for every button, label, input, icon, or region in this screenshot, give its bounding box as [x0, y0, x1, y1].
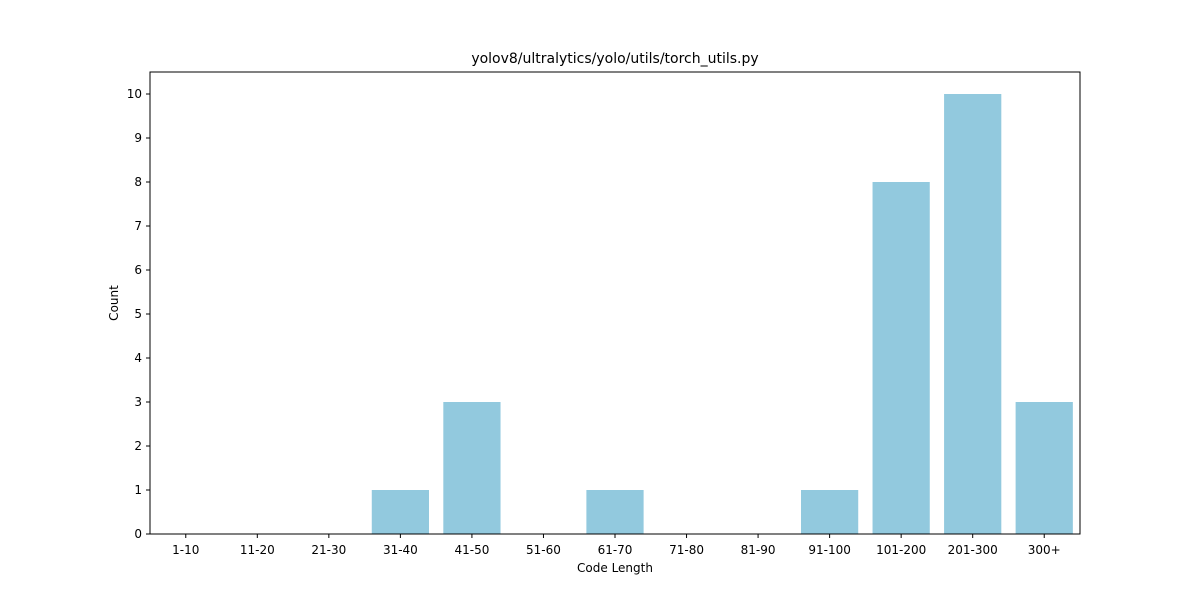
- plot-frame: [149, 71, 1081, 535]
- y-tick-label: 2: [134, 439, 142, 453]
- bars-group: [371, 94, 1073, 534]
- y-tick-label: 8: [134, 175, 142, 189]
- y-tick-label: 0: [134, 527, 142, 541]
- chart-title: yolov8/ultralytics/yolo/utils/torch_util…: [471, 51, 758, 67]
- bar-300+: [1015, 402, 1073, 534]
- y-tick-label: 7: [134, 219, 142, 233]
- y-tick-label: 5: [134, 307, 142, 321]
- x-tick-label: 71-80: [669, 543, 704, 557]
- y-tick-label: 1: [134, 483, 142, 497]
- x-tick-label: 61-70: [598, 543, 633, 557]
- x-tick-label: 101-200: [876, 543, 926, 557]
- bar-91-100: [801, 490, 859, 534]
- x-tick-label: 81-90: [741, 543, 776, 557]
- bar-31-40: [371, 490, 429, 534]
- x-tick-label: 1-10: [172, 543, 199, 557]
- y-tick-label: 10: [127, 87, 142, 101]
- x-tick-label: 51-60: [526, 543, 561, 557]
- y-tick-label: 6: [134, 263, 142, 277]
- x-axis-label: Code Length: [577, 561, 653, 575]
- y-axis: 0 1 2 3 4 5 6 7 8 9 10: [127, 87, 150, 541]
- x-tick-label: 21-30: [311, 543, 346, 557]
- x-tick-label: 91-100: [808, 543, 851, 557]
- y-tick-label: 3: [134, 395, 142, 409]
- bar-61-70: [586, 490, 644, 534]
- x-axis: 1-10 11-20 21-30 31-40 41-50 51-60 61-70 71-80 8…: [172, 534, 1061, 557]
- x-tick-label: 11-20: [240, 543, 275, 557]
- bar-41-50: [443, 402, 501, 534]
- y-tick-label: 9: [134, 131, 142, 145]
- x-tick-label: 31-40: [383, 543, 418, 557]
- x-tick-label: 300+: [1028, 543, 1061, 557]
- y-axis-label: Count: [107, 285, 121, 321]
- bar-101-200: [872, 182, 930, 534]
- x-tick-label: 41-50: [454, 543, 489, 557]
- y-tick-label: 4: [134, 351, 142, 365]
- x-tick-label: 201-300: [948, 543, 998, 557]
- bar-201-300: [944, 94, 1002, 534]
